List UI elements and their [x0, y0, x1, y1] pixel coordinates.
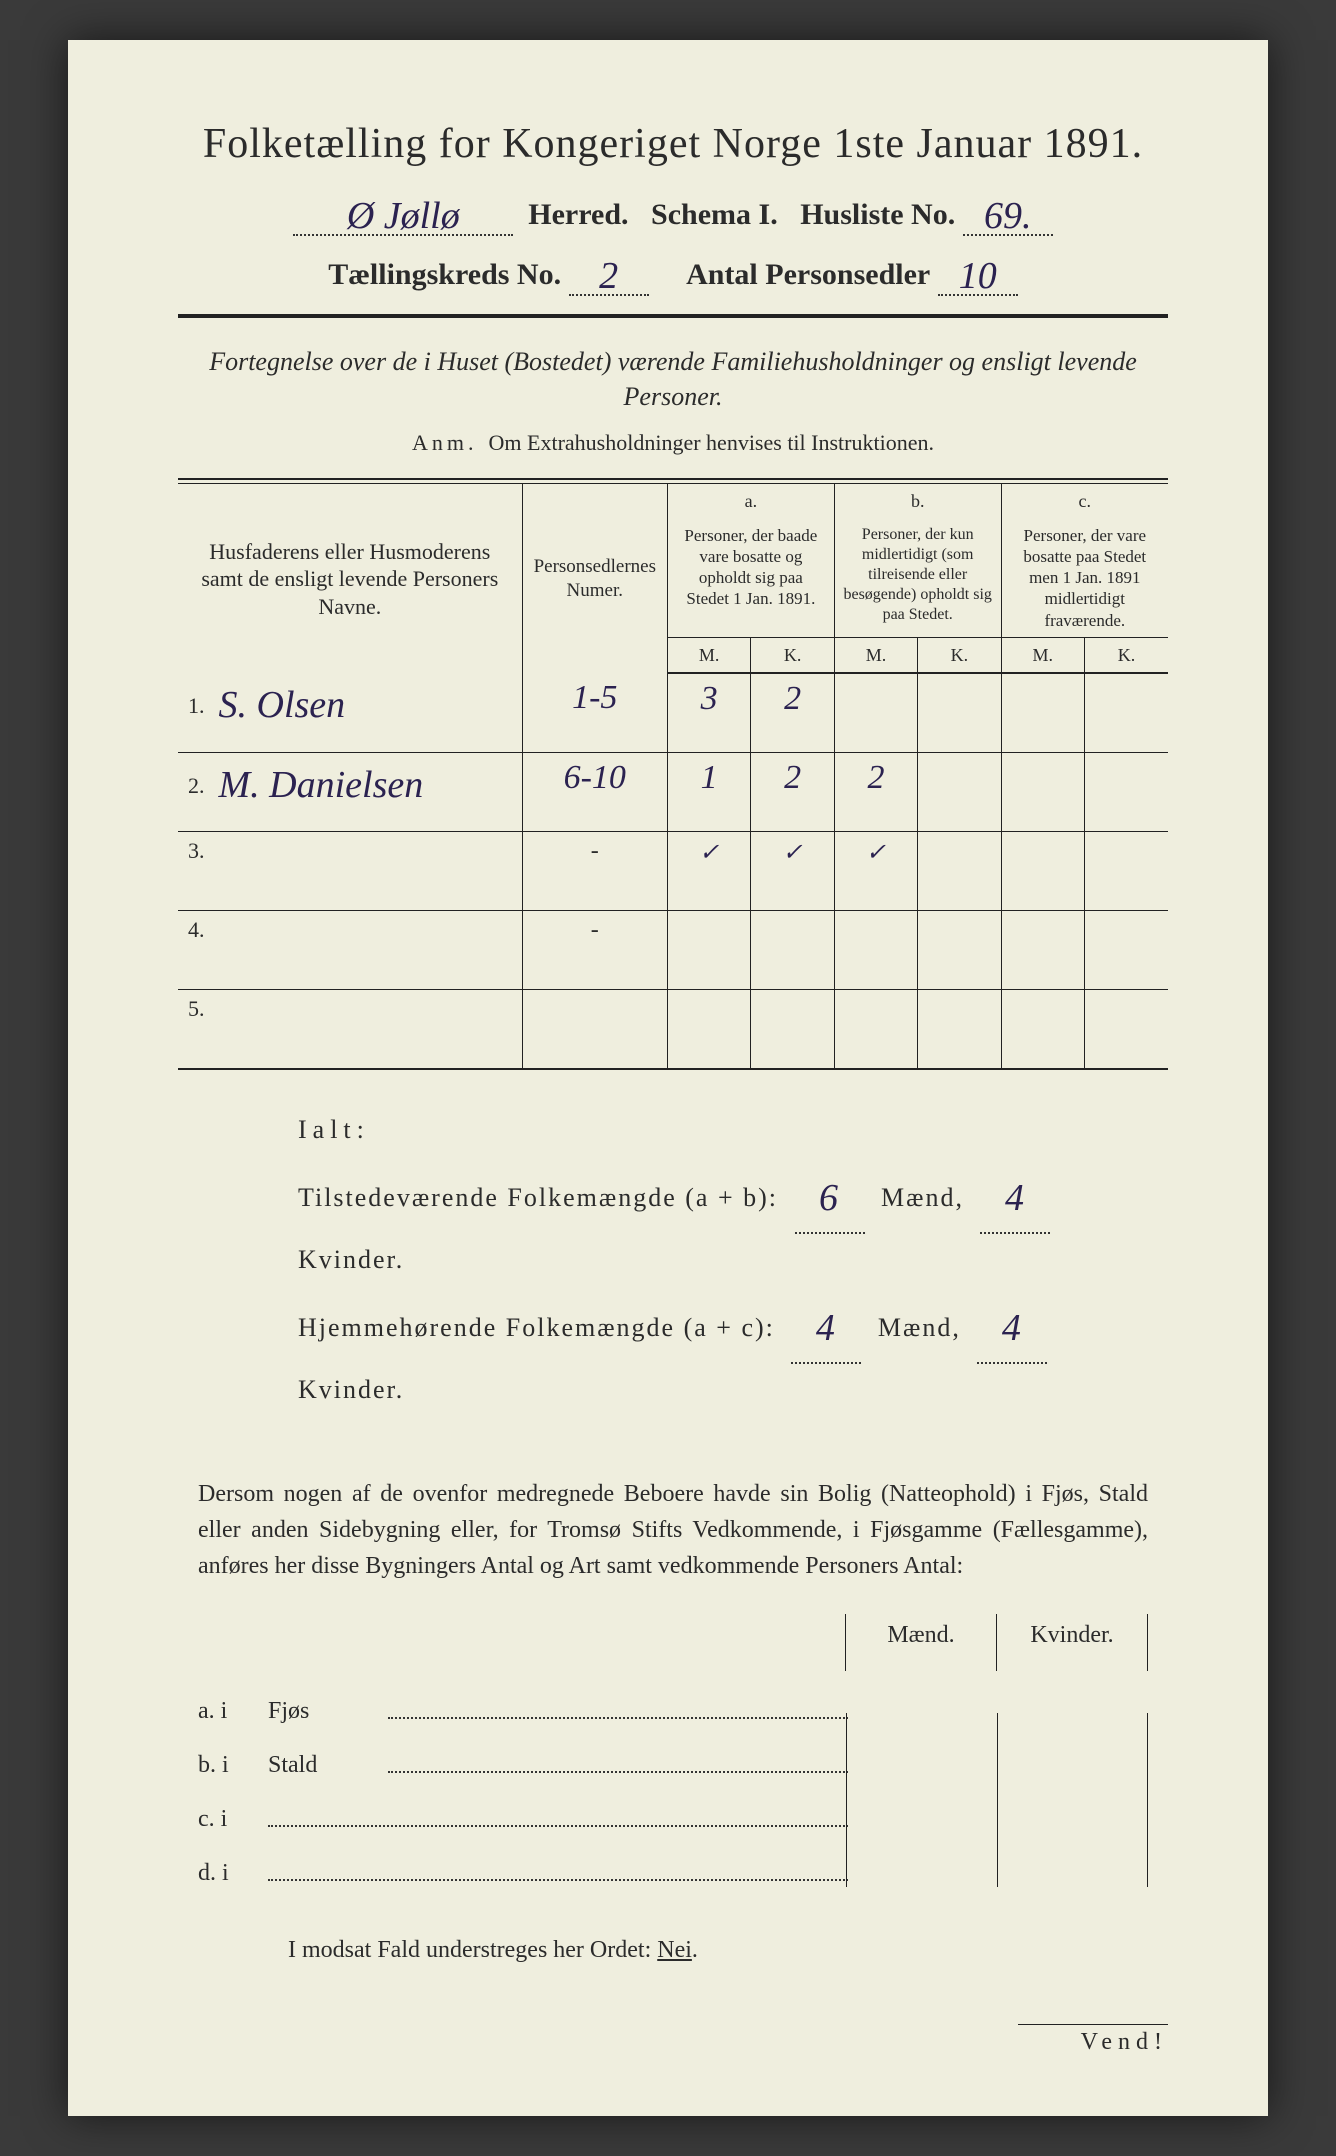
census-table: Husfaderens eller Husmoderens samt de en… [178, 484, 1168, 1070]
buildings-kvinder-header: Kvinder. [996, 1614, 1148, 1671]
anm-text: Om Extrahusholdninger henvises til Instr… [489, 430, 934, 455]
row-am: ✓ [699, 840, 719, 866]
col-c-k: K. [1085, 637, 1169, 673]
sum1-k: 4 [1005, 1160, 1026, 1236]
building-row: c. i [198, 1779, 1148, 1833]
vend-label: Vend! [1018, 2024, 1168, 2056]
buildings-paragraph: Dersom nogen af de ovenfor medregnede Be… [198, 1476, 1148, 1584]
building-lead: d. i [198, 1860, 268, 1887]
col-a-header: Personer, der baade vare bosatte og opho… [667, 519, 834, 638]
row-name: S. Olsen [219, 683, 346, 727]
row-number: 5. [188, 996, 205, 1021]
page-title: Folketælling for Kongeriget Norge 1ste J… [178, 120, 1168, 168]
row-name: M. Danielsen [219, 763, 424, 807]
header-line-1: Ø Jøllø Herred. Schema I. Husliste No. 6… [178, 190, 1168, 236]
husliste-label: Husliste No. [800, 198, 955, 231]
sum1-m: 6 [819, 1160, 840, 1236]
row-number: 2. [188, 773, 205, 798]
nei-line: I modsat Fald understreges her Ordet: Ne… [288, 1937, 1148, 1964]
census-table-body: 1. S. Olsen 1-5 3 2 2. M. Danielsen 6-10 1… [178, 673, 1168, 1069]
row-number: 1. [188, 693, 205, 718]
col-a-k: K. [751, 637, 834, 673]
nei-word: Nei [657, 1937, 692, 1963]
form-subheading: Fortegnelse over de i Huset (Bostedet) v… [208, 344, 1138, 414]
totals-block: Ialt: Tilstedeværende Folkemængde (a + b… [298, 1104, 1168, 1416]
row-ak: 2 [784, 759, 801, 796]
row-am: 3 [701, 680, 718, 717]
row-bm: 2 [867, 759, 884, 796]
col-c-letter: c. [1001, 484, 1168, 519]
sum1-maend: Mænd, [881, 1183, 964, 1212]
building-dots [268, 1805, 848, 1827]
row-ak: 2 [784, 680, 801, 717]
table-row: 5. [178, 990, 1168, 1070]
table-row: 3. - ✓ ✓ ✓ [178, 832, 1168, 911]
col-b-m: M. [834, 637, 917, 673]
col-names-header: Husfaderens eller Husmoderens samt de en… [178, 484, 522, 673]
sum1-label: Tilstedeværende Folkemængde (a + b): [298, 1183, 778, 1212]
antal-label: Antal Personsedler [686, 258, 930, 291]
table-row: 1. S. Olsen 1-5 3 2 [178, 673, 1168, 753]
anm-label: Anm. [412, 430, 478, 455]
row-numer: 6-10 [564, 759, 626, 796]
antal-handwritten: 10 [959, 254, 997, 298]
building-dots [268, 1859, 848, 1881]
table-row: 2. M. Danielsen 6-10 1 2 2 [178, 753, 1168, 832]
col-c-m: M. [1001, 637, 1084, 673]
buildings-block: Mænd. Kvinder. a. i Fjøs b. i Stald c. i [198, 1614, 1148, 1887]
sum2-k: 4 [1002, 1290, 1023, 1366]
building-dots [388, 1751, 848, 1773]
sum2-maend: Mænd, [878, 1313, 961, 1342]
row-numer: 1-5 [572, 679, 617, 716]
col-b-k: K. [918, 637, 1001, 673]
row-number: 4. [188, 917, 205, 942]
building-lead: c. i [198, 1806, 268, 1833]
kreds-handwritten: 2 [599, 254, 618, 298]
row-numer: - [591, 917, 599, 943]
col-c-header: Personer, der vare bosatte paa Stedet me… [1001, 519, 1168, 638]
table-row: 4. - [178, 911, 1168, 990]
building-lead: b. i [198, 1752, 268, 1779]
building-lead: a. i [198, 1698, 268, 1725]
col-a-m: M. [667, 637, 750, 673]
husliste-handwritten: 69. [984, 194, 1032, 238]
census-form-page: Folketælling for Kongeriget Norge 1ste J… [68, 40, 1268, 2116]
buildings-maend-header: Mænd. [845, 1614, 996, 1671]
row-number: 3. [188, 838, 205, 863]
divider-rule [178, 314, 1168, 318]
col-b-header: Personer, der kun midlertidigt (som tilr… [834, 519, 1001, 638]
building-word: Fjøs [268, 1698, 388, 1725]
row-am: 1 [701, 759, 718, 796]
herred-handwritten: Ø Jøllø [347, 194, 460, 238]
sum2-kvinder: Kvinder. [298, 1375, 404, 1404]
col-a-letter: a. [667, 484, 834, 519]
anm-note: Anm. Om Extrahusholdninger henvises til … [178, 430, 1168, 456]
building-row: b. i Stald [198, 1725, 1148, 1779]
building-row: d. i [198, 1833, 1148, 1887]
building-row: a. i Fjøs [198, 1671, 1148, 1725]
sum1-kvinder: Kvinder. [298, 1245, 404, 1274]
sum2-label: Hjemmehørende Folkemængde (a + c): [298, 1313, 775, 1342]
header-line-2: Tællingskreds No. 2 Antal Personsedler 1… [178, 250, 1168, 296]
sum2-m: 4 [816, 1290, 837, 1366]
schema-label: Schema I. [651, 198, 778, 231]
building-word: Stald [268, 1752, 388, 1779]
row-bm: ✓ [866, 840, 886, 866]
nei-pretext: I modsat Fald understreges her Ordet: [288, 1937, 657, 1963]
col-numer-header: Personsedlernes Numer. [522, 484, 667, 673]
row-numer: - [591, 838, 599, 864]
building-dots [388, 1697, 848, 1719]
ialt-label: Ialt: [298, 1104, 1168, 1156]
herred-label: Herred. [528, 198, 628, 231]
kreds-label: Tællingskreds No. [328, 258, 561, 291]
row-ak: ✓ [783, 840, 803, 866]
sum-line-2: Hjemmehørende Folkemængde (a + c): 4 Mæn… [298, 1286, 1168, 1416]
sum-line-1: Tilstedeværende Folkemængde (a + b): 6 M… [298, 1156, 1168, 1286]
col-b-letter: b. [834, 484, 1001, 519]
